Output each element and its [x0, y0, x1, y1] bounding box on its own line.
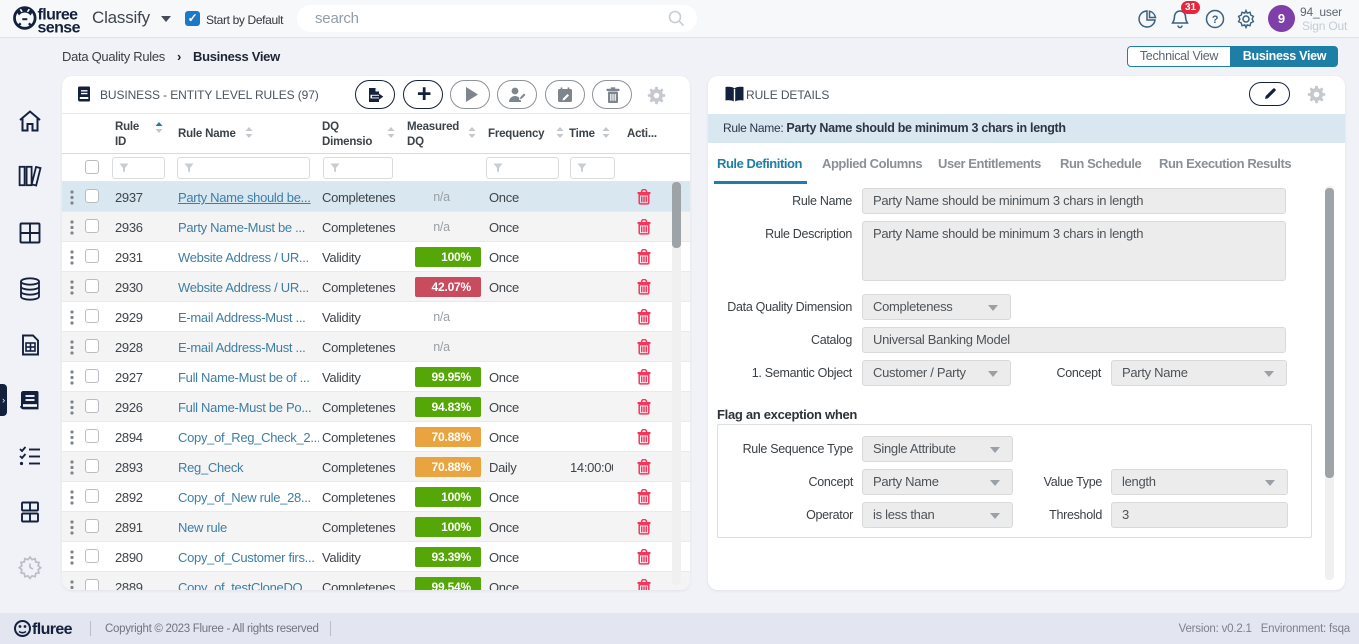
- svg-text:sense: sense: [38, 20, 81, 34]
- svg-text:?: ?: [1212, 14, 1219, 26]
- svg-text:fluree: fluree: [32, 621, 73, 638]
- svg-text:fluree: fluree: [38, 7, 79, 24]
